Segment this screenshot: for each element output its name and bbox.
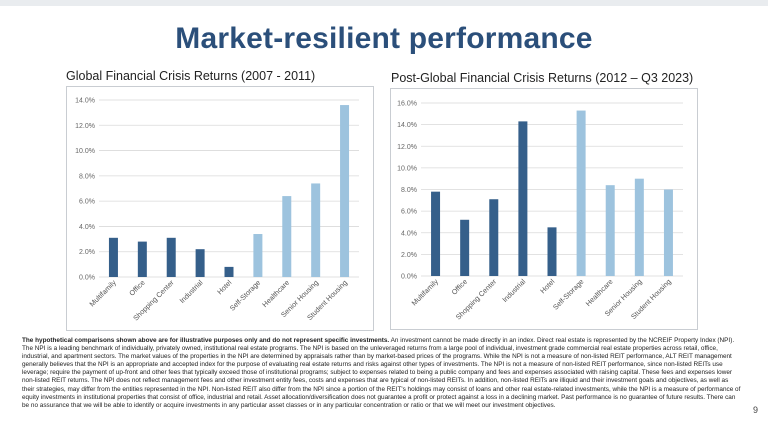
chart-gfc: 0.0% 2.0% 4.0% 6.0% 8.0% 10.0% 12.0% 14.0% Multi… [66, 86, 374, 331]
x-tick-label: Multifamily [87, 278, 118, 309]
bar-multifamily [431, 191, 441, 276]
bar-healthcare [282, 196, 292, 277]
disclaimer-body: An investment cannot be made directly in… [22, 337, 741, 409]
y-tick-label: 16.0% [397, 101, 417, 108]
y-tick-label: 12.0% [75, 123, 95, 130]
y-tick-label: 10.0% [397, 165, 417, 172]
page-number: 9 [753, 405, 759, 415]
chart-title-post-gfc: Post-Global Financial Crisis Returns (20… [391, 71, 694, 85]
x-tick-label: Industrial [178, 278, 205, 305]
y-tick-label: 10.0% [75, 148, 95, 155]
x-tick-label: Self-Storage [228, 278, 263, 313]
y-tick-label: 14.0% [75, 98, 95, 105]
bar-industrial [518, 121, 528, 276]
bar-shopping-center [166, 237, 176, 277]
y-tick-label: 6.0% [401, 209, 417, 216]
bar-hotel [547, 227, 557, 276]
slide-title: Market-resilient performance [175, 22, 593, 55]
y-tick-label: 4.0% [79, 224, 95, 231]
bar-self-storage [253, 234, 263, 277]
x-tick-label: Industrial [500, 277, 527, 304]
disclaimer-bold: The hypothetical comparisons shown above… [22, 337, 390, 344]
y-tick-label: 2.0% [401, 252, 417, 259]
bar-shopping-center [489, 199, 499, 276]
chart-gfc-svg: 0.0% 2.0% 4.0% 6.0% 8.0% 10.0% 12.0% 14.0% Multi… [75, 98, 359, 323]
bar-student-housing [340, 105, 350, 277]
x-tick-label: Office [127, 278, 147, 298]
bar-senior-housing [311, 183, 321, 277]
y-tick-label: 12.0% [397, 144, 417, 151]
top-bar [0, 0, 768, 6]
y-tick-label: 0.0% [401, 274, 417, 281]
x-tick-label: Multifamily [410, 277, 441, 308]
chart-post-gfc: 0.0% 2.0% 4.0% 6.0% 8.0% 10.0% 12.0% 14.0% 16.0%… [390, 88, 698, 330]
y-tick-label: 6.0% [79, 199, 95, 206]
y-tick-label: 2.0% [79, 249, 95, 256]
chart-title-gfc: Global Financial Crisis Returns (2007 - … [66, 69, 316, 83]
y-tick-label: 4.0% [401, 230, 417, 237]
x-tick-label: Hotel [215, 278, 234, 297]
bar-office [137, 241, 147, 277]
bar-multifamily [108, 237, 118, 277]
bar-self-storage [576, 110, 586, 276]
x-tick-label: Hotel [538, 277, 557, 296]
bar-healthcare [605, 185, 615, 276]
bar-student-housing [663, 189, 673, 276]
chart-post-gfc-svg: 0.0% 2.0% 4.0% 6.0% 8.0% 10.0% 12.0% 14.0% 16.0%… [397, 101, 683, 322]
y-tick-label: 8.0% [401, 187, 417, 194]
x-tick-label: Self-Storage [551, 277, 586, 312]
y-tick-label: 0.0% [79, 275, 95, 282]
bar-senior-housing [634, 178, 644, 276]
y-tick-label: 8.0% [79, 173, 95, 180]
bar-hotel [224, 266, 234, 277]
y-tick-label: 14.0% [397, 122, 417, 129]
bar-office [460, 219, 470, 276]
bar-industrial [195, 249, 205, 277]
disclaimer-text: The hypothetical comparisons shown above… [22, 337, 742, 410]
x-tick-label: Office [450, 277, 470, 297]
